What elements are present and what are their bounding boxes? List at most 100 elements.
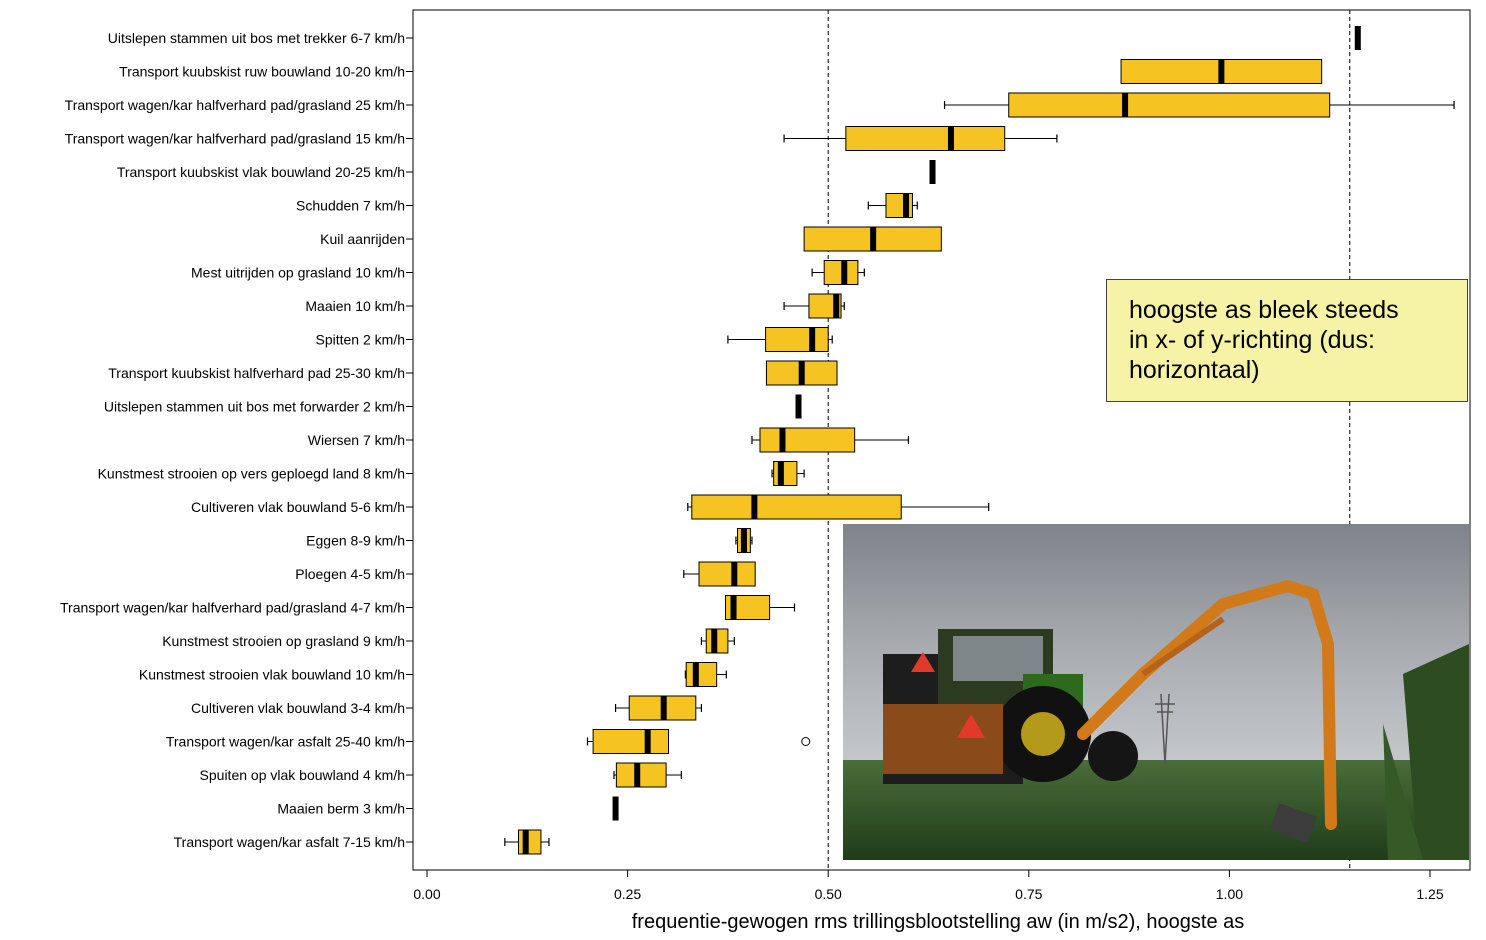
box-item xyxy=(504,829,550,855)
median-bar xyxy=(903,193,910,218)
category-label: Kuil aanrijden xyxy=(320,231,405,247)
median-bar xyxy=(740,528,747,553)
box-iqr xyxy=(765,327,829,352)
box-item xyxy=(811,260,865,285)
median-bar xyxy=(711,629,718,653)
category-label: Transport kuubskist vlak bouwland 20-25 … xyxy=(117,164,405,180)
category-label: Maaien berm 3 km/h xyxy=(277,801,405,817)
box-iqr xyxy=(615,762,667,788)
box-iqr xyxy=(845,126,1006,151)
category-label: Transport wagen/kar halfverhard pad/gras… xyxy=(65,131,405,147)
box-item xyxy=(613,762,682,788)
median-bar xyxy=(870,227,877,251)
category-label: Schudden 7 km/h xyxy=(296,198,405,214)
category-label: Wiersen 7 km/h xyxy=(308,432,405,448)
median-bar xyxy=(730,595,737,620)
box-item xyxy=(783,126,1058,151)
category-label: Ploegen 4-5 km/h xyxy=(295,566,405,582)
photo-illustration xyxy=(843,524,1469,860)
median-bar xyxy=(634,763,641,787)
category-label: Spitten 2 km/h xyxy=(316,332,406,348)
median-bar xyxy=(1354,26,1361,50)
outlier-point xyxy=(801,737,811,746)
box-item xyxy=(586,729,811,754)
median-bar xyxy=(660,696,667,720)
box-item xyxy=(612,796,619,821)
box-iqr xyxy=(823,260,859,285)
median-bar xyxy=(833,294,840,318)
median-bar xyxy=(929,160,936,184)
median-bar xyxy=(947,126,954,151)
median-bar xyxy=(798,361,805,385)
box-item xyxy=(684,662,727,687)
box-item xyxy=(1354,26,1361,50)
tractor-mower-photo xyxy=(843,524,1469,860)
category-label: Eggen 8-9 km/h xyxy=(306,533,405,549)
box-iqr xyxy=(592,729,670,754)
median-bar xyxy=(1218,59,1225,84)
median-bar xyxy=(522,830,529,854)
x-tick-label: 0.25 xyxy=(614,886,641,902)
median-bar xyxy=(1122,93,1129,117)
category-label: Transport wagen/kar asfalt 25-40 km/h xyxy=(166,734,405,750)
x-axis-label: frequentie-gewogen rms trillingsblootste… xyxy=(632,911,1245,933)
box-iqr xyxy=(685,662,718,687)
box-item xyxy=(614,695,703,721)
category-label: Cultiveren vlak bouwland 5-6 km/h xyxy=(191,499,405,515)
median-bar xyxy=(751,495,758,519)
box-item xyxy=(867,193,918,218)
x-axis: 0.00 0.25 0.50 0.75 1.00 1.25 xyxy=(413,870,1444,902)
box-item xyxy=(724,595,796,620)
category-label: Cultiveren vlak bouwland 3-4 km/h xyxy=(191,700,405,716)
box-item xyxy=(929,160,936,184)
box-series xyxy=(504,26,1455,855)
x-tick-label: 1.00 xyxy=(1216,886,1243,902)
category-label: Maaien 10 km/h xyxy=(305,298,405,314)
category-label: Kunstmest strooien op vers geploegd land… xyxy=(98,466,405,482)
category-label: Transport kuubskist halfverhard pad 25-3… xyxy=(108,365,405,381)
box-item xyxy=(943,92,1455,118)
annotation-note: hoogste as bleek steeds in x- of y-richt… xyxy=(1106,279,1468,402)
box-item xyxy=(803,226,942,252)
box-item xyxy=(1120,59,1323,84)
category-label: Kunstmest strooien op grasland 9 km/h xyxy=(162,633,405,649)
box-item xyxy=(783,293,845,319)
box-item xyxy=(683,561,756,587)
category-axis: Uitslepen stammen uit bos met trekker 6-… xyxy=(60,30,413,850)
median-bar xyxy=(644,729,651,754)
median-bar xyxy=(795,394,802,419)
box-item xyxy=(687,494,990,520)
category-label: Spuiten op vlak bouwland 4 km/h xyxy=(200,767,405,783)
box-iqr xyxy=(691,494,902,520)
box-item xyxy=(765,360,838,386)
box-iqr xyxy=(1008,92,1331,118)
median-bar xyxy=(692,662,699,687)
category-label: Transport wagen/kar asfalt 7-15 km/h xyxy=(174,834,405,850)
x-tick-label: 0.75 xyxy=(1015,886,1042,902)
category-label: Transport wagen/kar halfverhard pad/gras… xyxy=(65,97,405,113)
x-tick-label: 0.50 xyxy=(815,886,842,902)
category-label: Kunstmest strooien vlak bouwland 10 km/h xyxy=(139,667,405,683)
box-iqr xyxy=(759,427,856,453)
box-item xyxy=(751,427,910,453)
median-bar xyxy=(777,461,784,486)
annotation-line-1: hoogste as bleek steeds xyxy=(1129,296,1399,324)
median-bar xyxy=(779,428,786,452)
box-item xyxy=(727,327,833,352)
box-iqr xyxy=(773,461,798,486)
box-item xyxy=(735,528,753,553)
box-iqr xyxy=(517,829,542,855)
median-bar xyxy=(809,327,816,352)
box-item xyxy=(771,461,805,486)
category-label: Transport kuubskist ruw bouwland 10-20 k… xyxy=(119,64,405,80)
box-item xyxy=(795,394,802,419)
category-label: Transport wagen/kar halfverhard pad/gras… xyxy=(60,600,405,616)
box-iqr xyxy=(698,561,756,587)
category-label: Uitslepen stammen uit bos met forwarder … xyxy=(104,399,405,415)
median-bar xyxy=(841,260,848,285)
annotation-line-2: in x- of y-richting (dus: xyxy=(1129,326,1375,354)
median-bar xyxy=(612,796,619,821)
category-label: Mest uitrijden op grasland 10 km/h xyxy=(191,265,405,281)
category-label: Uitslepen stammen uit bos met trekker 6-… xyxy=(108,30,405,46)
